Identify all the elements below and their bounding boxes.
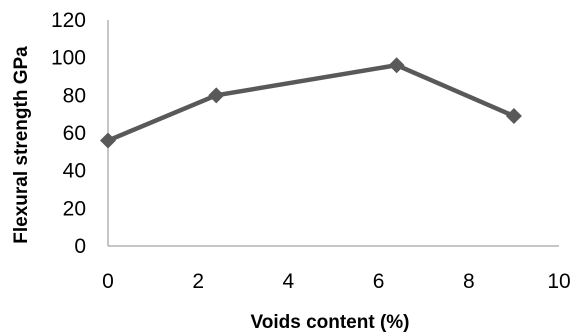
x-tick-label: 10 <box>547 270 570 293</box>
axes <box>107 20 559 247</box>
data-point-marker <box>505 108 522 125</box>
data-point-marker <box>100 132 116 149</box>
series-layer <box>100 57 522 149</box>
x-tick-label: 4 <box>283 270 295 293</box>
x-tick-labels: 0 2 4 6 8 10 <box>102 270 571 293</box>
x-tick-label: 2 <box>192 270 204 293</box>
y-tick-label: 120 <box>51 9 86 32</box>
y-tick-label: 60 <box>63 122 86 145</box>
y-tick-label: 0 <box>74 235 86 258</box>
y-tick-label: 100 <box>51 47 86 70</box>
x-tick-label: 6 <box>373 270 385 293</box>
x-tick-label: 8 <box>463 270 475 293</box>
y-tick-labels: 0 20 40 60 80 100 120 <box>51 9 86 258</box>
y-axis-title: Flexural strength GPa <box>11 46 32 244</box>
y-tick-label: 40 <box>63 160 86 183</box>
y-tick-label: 20 <box>63 197 86 220</box>
y-tick-label: 80 <box>63 84 86 107</box>
data-point-marker <box>208 87 225 104</box>
data-point-marker <box>388 57 405 74</box>
series-line <box>107 62 515 143</box>
x-axis-title: Voids content (%) <box>250 312 409 333</box>
x-tick-label: 0 <box>102 270 114 293</box>
